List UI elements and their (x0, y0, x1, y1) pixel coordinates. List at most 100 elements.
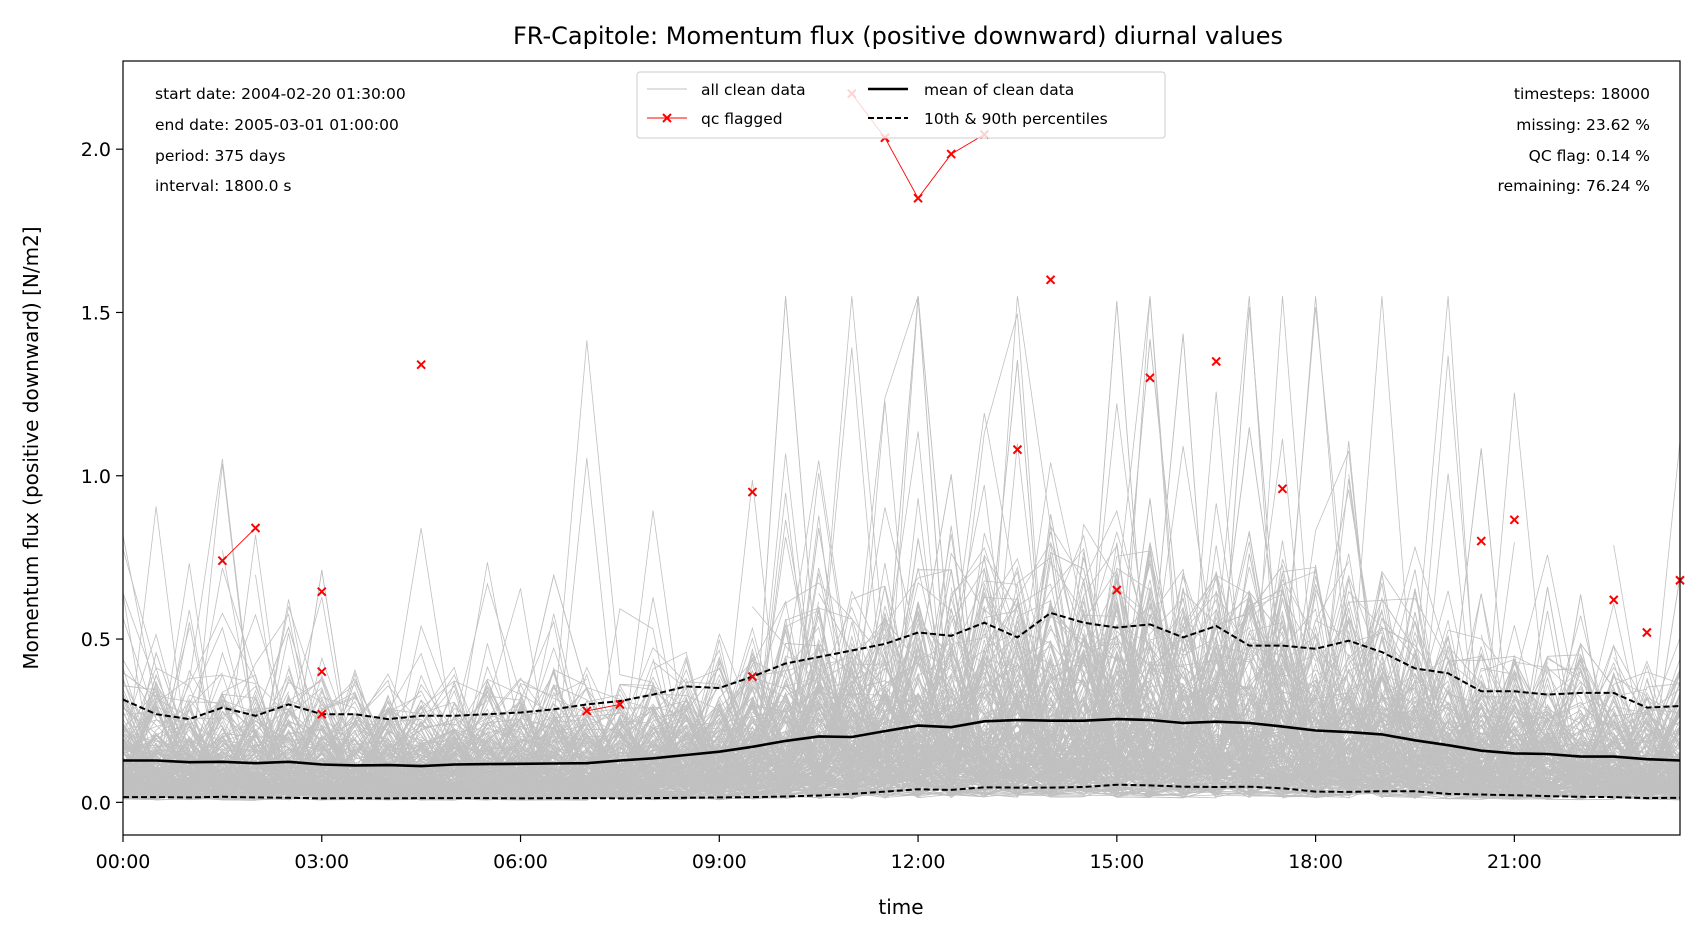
clean-data-line (1613, 701, 1680, 772)
clean-data-line (123, 765, 1680, 801)
x-axis-ticks: 00:00 03:00 06:00 09:00 12:00 15:00 18:00 21:00 (96, 835, 1542, 873)
qc-flagged-point (217, 555, 228, 566)
mean-line (123, 717, 1680, 768)
clean-data-line (1282, 734, 1680, 798)
clean-data-line (818, 754, 985, 797)
y-tick-label: 1.0 (81, 466, 111, 488)
qc-flagged-line (586, 703, 620, 712)
clean-data-line (354, 677, 853, 790)
chart-title: FR-Capitole: Momentum flux (positive dow… (513, 22, 1283, 50)
info-end-date: end date: 2005-03-01 01:00:00 (155, 116, 399, 134)
clean-data-line (123, 737, 157, 754)
clean-data-line (123, 738, 753, 797)
clean-data-line (123, 474, 1548, 789)
clean-data-line (354, 756, 1283, 800)
clean-data-line (123, 755, 289, 797)
clean-data-line (785, 759, 919, 799)
clean-data-line (123, 627, 190, 757)
info-missing: missing: 23.62 % (1516, 116, 1650, 134)
qc-flagged-points (217, 88, 1685, 719)
qc-flagged-point (1476, 536, 1486, 546)
clean-data-line (123, 586, 1680, 791)
clean-data-line (155, 716, 1680, 798)
clean-data-line (1646, 732, 1680, 742)
legend: all clean data qc flagged mean of clean … (636, 71, 1166, 139)
y-tick-label: 0.0 (81, 792, 111, 814)
clean-data-line (785, 770, 853, 799)
clean-data-line (1315, 669, 1548, 779)
clean-data-line (1050, 747, 1482, 798)
statistic-lines (123, 611, 1680, 800)
info-right: timesteps: 18000 missing: 23.62 % QC fla… (1498, 85, 1650, 195)
clean-data-line (1646, 783, 1680, 797)
x-tick-label: 03:00 (294, 851, 349, 873)
clean-data-line (123, 752, 223, 790)
qc-flagged-point (416, 360, 426, 370)
clean-data-line (1613, 734, 1680, 794)
qc-flagged-point (1609, 595, 1619, 605)
y-axis-ticks: 0.0 0.5 1.0 1.5 2.0 (81, 139, 123, 814)
clean-data-line (123, 553, 1680, 792)
qc-flagged-point (317, 709, 327, 719)
clean-data-line (123, 725, 587, 795)
qc-flagged-point (747, 671, 758, 682)
x-tick-label: 18:00 (1288, 851, 1343, 873)
clean-data-line (123, 779, 587, 801)
clean-data-line (1613, 656, 1680, 770)
clean-data-line (123, 431, 1515, 788)
clean-data-line (123, 550, 1680, 789)
info-remaining: remaining: 76.24 % (1498, 177, 1650, 195)
clean-data-line (1083, 691, 1680, 792)
clean-data-line (1613, 726, 1680, 800)
qc-flagged-point (913, 193, 923, 203)
legend-label-clean: all clean data (701, 81, 806, 99)
info-start-date: start date: 2004-02-20 01:30:00 (155, 85, 406, 103)
x-axis-label: time (878, 895, 923, 919)
qc-flagged-line (222, 527, 256, 562)
clean-data-line (123, 690, 422, 791)
clean-data-line (1547, 766, 1680, 797)
clean-data-line (652, 682, 952, 790)
clean-data-line (1381, 759, 1482, 795)
qc-flagged-point (1277, 484, 1288, 494)
qc-flagged-point (1211, 356, 1221, 367)
clean-data-line (123, 699, 1316, 798)
qc-flagged-point (1012, 444, 1023, 455)
legend-label-percentiles: 10th & 90th percentiles (924, 110, 1108, 128)
qc-flagged-point (1509, 515, 1520, 525)
legend-box (636, 71, 1166, 139)
y-axis-label: Momentum flux (positive downward) [N/m2] (19, 226, 43, 669)
clean-data-line (619, 564, 1680, 785)
clean-data-line (123, 707, 455, 792)
clean-data-line (752, 702, 1349, 799)
legend-swatch-qc-marker (662, 113, 672, 123)
qc-flagged-point (747, 487, 758, 497)
clean-data-line (1315, 718, 1680, 795)
clean-data-line (950, 554, 1018, 729)
clean-data-lines (123, 295, 1680, 801)
qc-flagged-point (1145, 373, 1155, 383)
clean-data-line (123, 535, 157, 705)
y-tick-label: 2.0 (81, 139, 111, 161)
legend-label-mean: mean of clean data (924, 81, 1074, 99)
clean-data-line (123, 696, 1680, 794)
y-tick-label: 1.5 (81, 302, 111, 324)
info-left: start date: 2004-02-20 01:30:00 end date… (155, 85, 406, 195)
info-qc-flag: QC flag: 0.14 % (1529, 147, 1650, 165)
info-interval: interval: 1800.0 s (155, 177, 291, 195)
percentile-line (123, 783, 1680, 800)
percentile-line (123, 611, 1680, 721)
clean-data-line (818, 679, 1250, 791)
clean-data-line (288, 614, 1680, 794)
qc-flagged-point (946, 149, 956, 159)
clean-data-line (288, 669, 587, 787)
qc-flagged-point (1642, 627, 1652, 638)
clean-data-line (984, 724, 1383, 798)
x-tick-label: 12:00 (891, 851, 946, 873)
clean-data-line (123, 738, 256, 792)
y-tick-label: 0.5 (81, 629, 111, 651)
clean-data-line (1348, 771, 1581, 798)
plot-frame (122, 60, 1681, 836)
clean-data-line (1017, 704, 1449, 794)
clean-data-line (1017, 691, 1416, 789)
